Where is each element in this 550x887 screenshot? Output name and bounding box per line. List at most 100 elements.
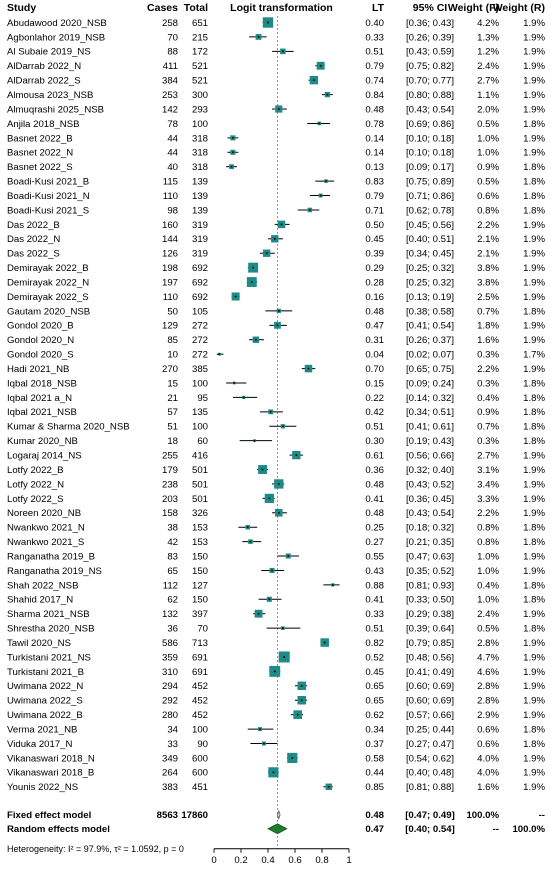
fixed-effect-weight-random: -- xyxy=(539,810,545,821)
study-cases: 129 xyxy=(162,321,178,332)
study-lt: 0.41 xyxy=(365,595,384,606)
study-total: 100 xyxy=(192,724,208,735)
study-point-estimate xyxy=(319,194,322,197)
study-point-estimate xyxy=(287,555,290,557)
study-weight-random: 1.9% xyxy=(523,292,545,303)
study-cases: 50 xyxy=(167,306,178,317)
study-weight-fixed: 2.8% xyxy=(477,696,499,707)
study-label: Lotfy 2022_S xyxy=(7,494,64,505)
study-lt: 0.48 xyxy=(365,508,384,519)
study-label: Hadi 2021_NB xyxy=(7,364,69,375)
study-weight-random: 1.9% xyxy=(523,638,545,649)
study-weight-random: 1.9% xyxy=(523,696,545,707)
study-lt: 0.34 xyxy=(365,724,384,735)
random-effects-label: Random effects model xyxy=(7,824,110,835)
study-ci: [0.25; 0.44] xyxy=(406,724,454,735)
study-cases: 65 xyxy=(167,566,178,577)
study-lt: 0.55 xyxy=(365,551,384,562)
study-point-estimate xyxy=(309,209,311,211)
study-point-estimate xyxy=(272,771,275,774)
study-point-estimate xyxy=(252,266,254,269)
study-weight-fixed: 0.6% xyxy=(477,739,499,750)
x-tick-label: 1 xyxy=(346,855,351,866)
study-label: Shah 2022_NSB xyxy=(7,580,78,591)
study-cases: 62 xyxy=(167,595,178,606)
header-ci: 95% CI xyxy=(413,2,448,14)
study-label: Sharma 2021_NSB xyxy=(7,609,90,620)
study-total: 451 xyxy=(192,782,208,793)
study-total: 318 xyxy=(192,162,208,173)
study-ci: [0.43; 0.59] xyxy=(406,47,454,58)
study-label: Iqbal 2021 a_N xyxy=(7,393,72,404)
study-ci: [0.34; 0.51] xyxy=(406,407,454,418)
study-cases: 310 xyxy=(162,667,178,678)
study-ci: [0.02; 0.07] xyxy=(406,350,454,361)
study-ci: [0.41; 0.61] xyxy=(406,422,454,433)
study-ci: [0.40; 0.48] xyxy=(406,768,454,779)
study-point-estimate xyxy=(323,641,326,644)
study-label: Noreen 2020_NB xyxy=(7,508,81,519)
study-lt: 0.41 xyxy=(365,494,384,505)
study-ci: [0.48; 0.56] xyxy=(406,652,454,663)
study-cases: 359 xyxy=(162,652,178,663)
study-weight-random: 1.8% xyxy=(523,739,545,750)
study-ci: [0.35; 0.52] xyxy=(406,566,454,577)
study-ci: [0.26; 0.39] xyxy=(406,32,454,43)
header-total: Total xyxy=(184,2,208,14)
study-label: Anjila 2018_NSB xyxy=(7,119,80,130)
study-lt: 0.65 xyxy=(365,696,384,707)
study-lt: 0.31 xyxy=(365,335,384,346)
study-point-estimate xyxy=(295,454,298,456)
study-weight-random: 1.8% xyxy=(523,191,545,202)
study-total: 60 xyxy=(197,436,208,447)
study-weight-random: 1.9% xyxy=(523,782,545,793)
study-weight-fixed: 2.9% xyxy=(477,710,499,721)
study-lt: 0.14 xyxy=(365,133,384,144)
study-weight-random: 1.9% xyxy=(523,667,545,678)
study-total: 100 xyxy=(192,378,208,389)
study-point-estimate xyxy=(327,785,330,788)
study-cases: 280 xyxy=(162,710,178,721)
study-point-estimate xyxy=(267,21,269,24)
study-lt: 0.40 xyxy=(365,18,384,29)
study-weight-fixed: 0.3% xyxy=(477,350,499,361)
study-ci: [0.25; 0.32] xyxy=(406,263,454,274)
study-weight-fixed: 2.8% xyxy=(477,681,499,692)
study-cases: 21 xyxy=(167,393,178,404)
study-lt: 0.51 xyxy=(365,47,384,58)
study-total: 319 xyxy=(192,220,208,231)
study-weight-fixed: 1.0% xyxy=(477,551,499,562)
study-label: Tawil 2020_NS xyxy=(7,638,71,649)
study-weight-random: 1.9% xyxy=(523,277,545,288)
study-label: Younis 2022_NS xyxy=(7,782,78,793)
study-cases: 70 xyxy=(167,32,178,43)
header-weight-fixed: Weight (F) xyxy=(448,2,499,14)
study-weight-random: 1.8% xyxy=(523,393,545,404)
study-ci: [0.27; 0.47] xyxy=(406,739,454,750)
study-ci: [0.69; 0.86] xyxy=(406,119,454,130)
study-lt: 0.78 xyxy=(365,119,384,130)
header-lt: LT xyxy=(372,2,385,14)
study-ci: [0.43; 0.52] xyxy=(406,479,454,490)
study-lt: 0.50 xyxy=(365,220,384,231)
header-plot: Logit transformation xyxy=(230,2,333,14)
study-label: Uwimana 2022_N xyxy=(7,681,83,692)
study-cases: 197 xyxy=(162,277,178,288)
study-weight-random: 1.8% xyxy=(523,580,545,591)
study-weight-random: 1.8% xyxy=(523,177,545,188)
study-label: Turkistani 2021_B xyxy=(7,667,84,678)
study-total: 692 xyxy=(192,277,208,288)
x-tick-label: 0.4 xyxy=(261,855,275,866)
study-point-estimate xyxy=(268,598,271,601)
study-label: Gondol 2020_B xyxy=(7,321,74,332)
study-weight-fixed: 2.7% xyxy=(477,451,499,462)
study-label: Agbonlahor 2019_NSB xyxy=(7,32,105,43)
study-weight-fixed: 0.3% xyxy=(477,436,499,447)
study-cases: 132 xyxy=(162,609,178,620)
study-ci: [0.39; 0.64] xyxy=(406,624,454,635)
study-total: 521 xyxy=(192,76,208,87)
study-cases: 160 xyxy=(162,220,178,231)
study-label: Logaraj 2014_NS xyxy=(7,451,82,462)
study-weight-fixed: 1.6% xyxy=(477,335,499,346)
study-weight-fixed: 0.4% xyxy=(477,393,499,404)
